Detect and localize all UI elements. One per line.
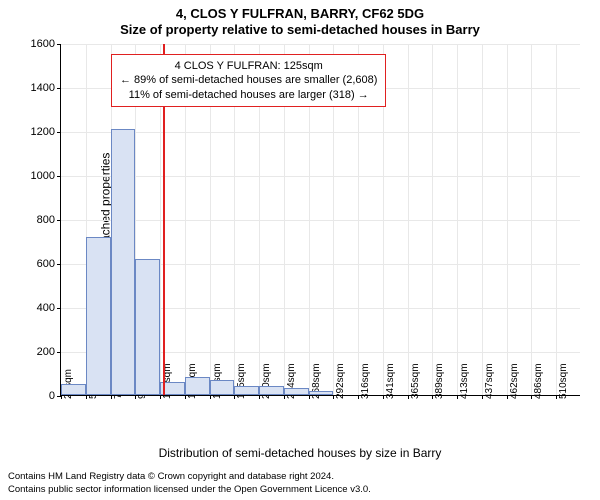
x-tick-label: 462sqm xyxy=(509,363,520,399)
x-tick-mark xyxy=(507,395,508,399)
footer-line2: Contains public sector information licen… xyxy=(8,484,592,496)
x-tick-label: 292sqm xyxy=(335,363,346,399)
y-tick-mark xyxy=(57,264,61,265)
gridline-v xyxy=(482,44,483,395)
x-tick-mark xyxy=(482,395,483,399)
x-tick-mark xyxy=(457,395,458,399)
plot-area: 0200400600800100012001400160026sqm50sqm7… xyxy=(60,44,580,396)
x-tick-mark xyxy=(185,395,186,399)
x-tick-mark xyxy=(210,395,211,399)
histogram-bar xyxy=(284,388,309,395)
y-tick-mark xyxy=(57,308,61,309)
annotation-box: 4 CLOS Y FULFRAN: 125sqm ← 89% of semi-d… xyxy=(111,54,386,107)
x-tick-label: 437sqm xyxy=(484,363,495,399)
x-tick-label: 389sqm xyxy=(434,363,445,399)
y-tick-mark xyxy=(57,88,61,89)
chart-title-line2: Size of property relative to semi-detach… xyxy=(0,22,600,37)
histogram-bar xyxy=(234,386,259,395)
x-tick-mark xyxy=(432,395,433,399)
x-tick-mark xyxy=(309,395,310,399)
x-tick-mark xyxy=(86,395,87,399)
gridline-v xyxy=(432,44,433,395)
x-tick-mark xyxy=(408,395,409,399)
histogram-bar xyxy=(309,391,334,395)
histogram-bar xyxy=(259,386,284,395)
histogram-bar xyxy=(111,129,136,395)
x-tick-label: 316sqm xyxy=(360,363,371,399)
x-tick-mark xyxy=(135,395,136,399)
x-tick-mark xyxy=(556,395,557,399)
gridline-v xyxy=(457,44,458,395)
x-tick-label: 341sqm xyxy=(385,363,396,399)
y-tick-mark xyxy=(57,220,61,221)
gridline-v xyxy=(556,44,557,395)
x-axis-label: Distribution of semi-detached houses by … xyxy=(0,446,600,460)
x-tick-mark xyxy=(284,395,285,399)
x-tick-mark xyxy=(111,395,112,399)
x-tick-label: 486sqm xyxy=(533,363,544,399)
gridline-v xyxy=(507,44,508,395)
chart-title-line1: 4, CLOS Y FULFRAN, BARRY, CF62 5DG xyxy=(0,6,600,21)
x-tick-label: 365sqm xyxy=(410,363,421,399)
footer-line1: Contains HM Land Registry data © Crown c… xyxy=(8,471,592,483)
x-tick-label: 510sqm xyxy=(558,363,569,399)
y-tick-mark xyxy=(57,44,61,45)
x-tick-mark xyxy=(383,395,384,399)
histogram-bar xyxy=(210,380,235,395)
footer-attribution: Contains HM Land Registry data © Crown c… xyxy=(8,471,592,496)
histogram-chart: 4, CLOS Y FULFRAN, BARRY, CF62 5DG Size … xyxy=(0,0,600,500)
gridline-h xyxy=(61,220,580,221)
gridline-h xyxy=(61,176,580,177)
y-tick-mark xyxy=(57,352,61,353)
histogram-bar xyxy=(135,259,160,395)
x-tick-mark xyxy=(358,395,359,399)
x-tick-mark xyxy=(531,395,532,399)
annotation-line2: ← 89% of semi-detached houses are smalle… xyxy=(120,73,377,87)
x-tick-mark xyxy=(259,395,260,399)
y-tick-mark xyxy=(57,132,61,133)
x-tick-mark xyxy=(61,395,62,399)
x-tick-mark xyxy=(333,395,334,399)
annotation-line1: 4 CLOS Y FULFRAN: 125sqm xyxy=(120,59,377,73)
histogram-bar xyxy=(185,377,210,395)
x-tick-mark xyxy=(234,395,235,399)
gridline-v xyxy=(408,44,409,395)
histogram-bar xyxy=(61,384,86,395)
gridline-v xyxy=(531,44,532,395)
x-tick-mark xyxy=(160,395,161,399)
annotation-line3: 11% of semi-detached houses are larger (… xyxy=(120,88,377,102)
histogram-bar xyxy=(86,237,111,395)
x-tick-label: 413sqm xyxy=(459,363,470,399)
gridline-h xyxy=(61,132,580,133)
y-tick-mark xyxy=(57,176,61,177)
gridline-h xyxy=(61,44,580,45)
